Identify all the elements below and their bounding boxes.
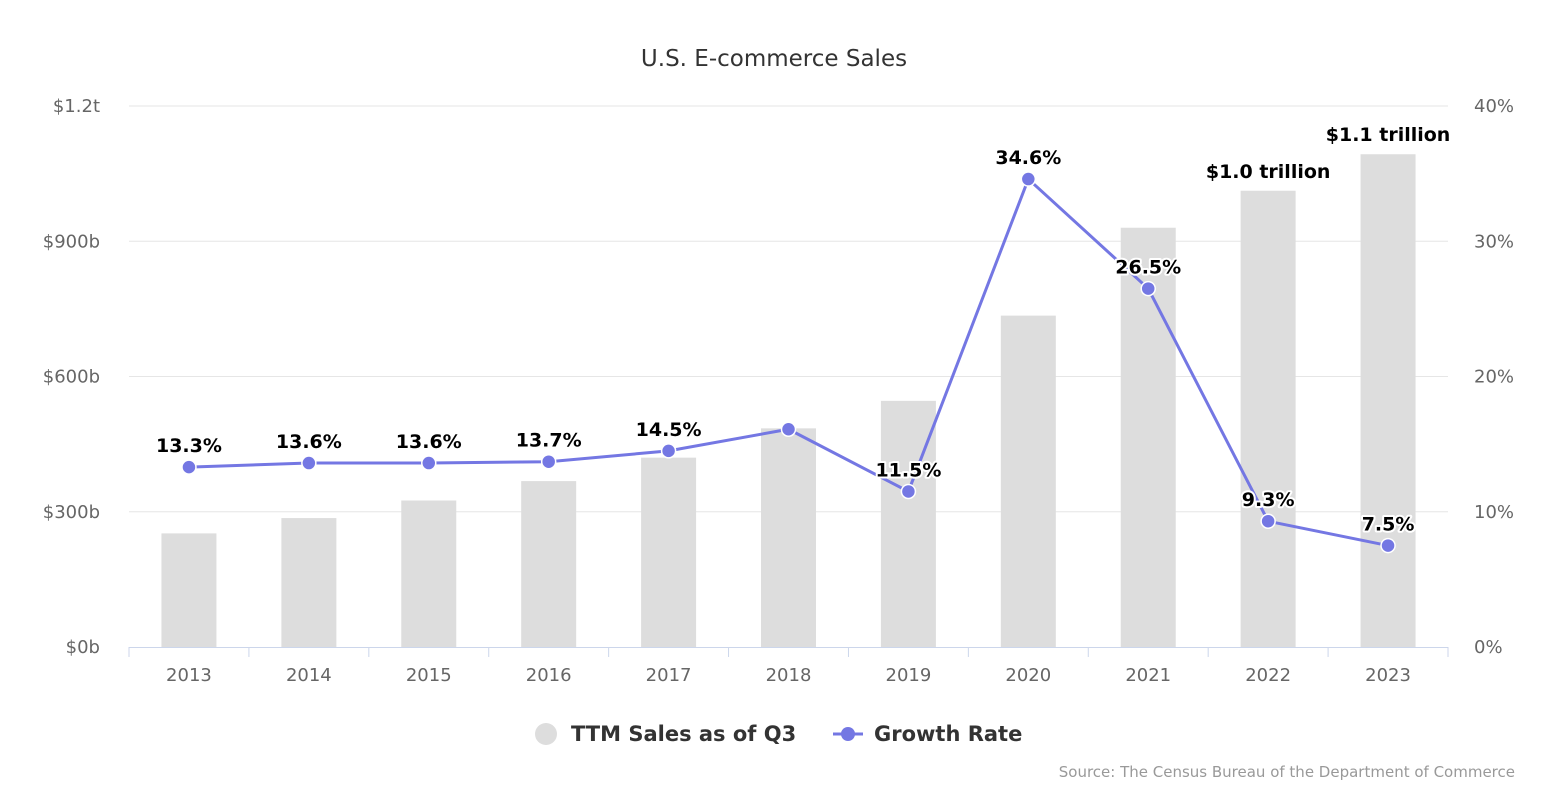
growth-rate-data-label: 34.6% — [995, 147, 1061, 169]
growth-rate-data-label: 11.5% — [875, 459, 941, 481]
legend-marker-icon — [841, 727, 855, 741]
legend-bar-swatch-icon — [535, 723, 557, 745]
x-axis-tick-label: 2023 — [1365, 665, 1411, 686]
sales-bar — [1360, 154, 1416, 647]
left-axis-tick-label: $1.2t — [53, 96, 100, 117]
sales-bar — [1120, 227, 1176, 647]
growth-rate-point — [1020, 171, 1037, 187]
legend-item-growth[interactable]: Growth Rate — [833, 722, 1022, 746]
growth-rate-data-label: 7.5% — [1362, 514, 1415, 536]
legend: TTM Sales as of Q3 Growth Rate — [535, 722, 1022, 746]
left-axis-tick-label: $900b — [43, 231, 100, 252]
x-axis-tick-label: 2015 — [406, 665, 452, 686]
sales-bar-data-label: $1.0 trillion — [1206, 161, 1331, 183]
left-axis-tick-label: $0b — [66, 637, 100, 658]
x-axis-tick-label: 2016 — [526, 665, 572, 686]
x-axis-tick-label: 2013 — [166, 665, 212, 686]
x-axis-tick-label: 2014 — [286, 665, 332, 686]
growth-rate-data-label: 13.6% — [396, 431, 462, 453]
right-axis-tick-label: 30% — [1474, 231, 1514, 252]
sales-bar — [1240, 190, 1296, 648]
sales-bar — [161, 533, 217, 647]
growth-rate-point — [1260, 513, 1276, 529]
sales-bar — [641, 457, 697, 647]
growth-rate-point — [1380, 537, 1396, 554]
x-axis-tick-label: 2020 — [1005, 665, 1051, 686]
right-y-axis: 0% 10% 20% 30% 40% — [1474, 96, 1514, 658]
x-axis-tick-label: 2022 — [1245, 665, 1291, 686]
sales-bars — [161, 154, 1416, 648]
x-axis-tick-label: 2018 — [766, 665, 812, 686]
chart-title: U.S. E-commerce Sales — [641, 46, 907, 72]
growth-rate-point — [181, 459, 197, 475]
growth-rate-data-label: 13.6% — [276, 431, 342, 453]
growth-rate-data-label: 26.5% — [1115, 257, 1181, 279]
growth-rate-point — [660, 443, 677, 459]
growth-rate-data-label: 13.3% — [156, 435, 222, 457]
growth-rate-line — [181, 171, 1396, 554]
x-axis-tick-label: 2019 — [886, 665, 932, 686]
growth-rate-point — [900, 483, 917, 500]
left-y-axis: $0b $300b $600b $900b $1.2t — [43, 96, 100, 658]
left-axis-tick-label: $300b — [43, 502, 100, 523]
growth-rate-point — [421, 455, 437, 471]
growth-rate-point — [301, 455, 317, 471]
legend-label-growth: Growth Rate — [874, 722, 1022, 746]
sales-bar — [401, 500, 457, 647]
sales-bar — [761, 428, 816, 647]
x-axis-tick-label: 2021 — [1125, 665, 1171, 686]
x-axis-tick-label: 2017 — [646, 665, 692, 686]
growth-rate-data-label: 9.3% — [1242, 489, 1295, 511]
x-axis: 2013 2014 2015 2016 2017 2018 2019 2020 2021 2022… — [128, 647, 1449, 686]
sales-bar — [521, 481, 577, 647]
growth-rate-point — [780, 421, 797, 437]
sales-bar-data-label: $1.1 trillion — [1326, 124, 1451, 146]
growth-rate-data-label: 13.7% — [516, 430, 582, 452]
legend-label-sales: TTM Sales as of Q3 — [571, 722, 796, 746]
growth-rate-point — [540, 453, 557, 470]
legend-item-sales[interactable]: TTM Sales as of Q3 — [535, 722, 796, 746]
data-labels: $1.0 trillion $1.1 trillion 13.3% 13.6% 13.6… — [154, 122, 1452, 537]
right-axis-tick-label: 20% — [1474, 367, 1514, 388]
growth-rate-data-label: 14.5% — [636, 419, 702, 441]
growth-rate-point — [1140, 280, 1156, 297]
sales-bar — [1000, 315, 1056, 647]
right-axis-tick-label: 0% — [1474, 637, 1503, 658]
right-axis-tick-label: 10% — [1474, 502, 1514, 523]
sales-bar — [281, 518, 337, 647]
source-credit: Source: The Census Bureau of the Departm… — [1059, 763, 1515, 781]
left-axis-tick-label: $600b — [43, 367, 100, 388]
right-axis-tick-label: 40% — [1474, 96, 1514, 117]
